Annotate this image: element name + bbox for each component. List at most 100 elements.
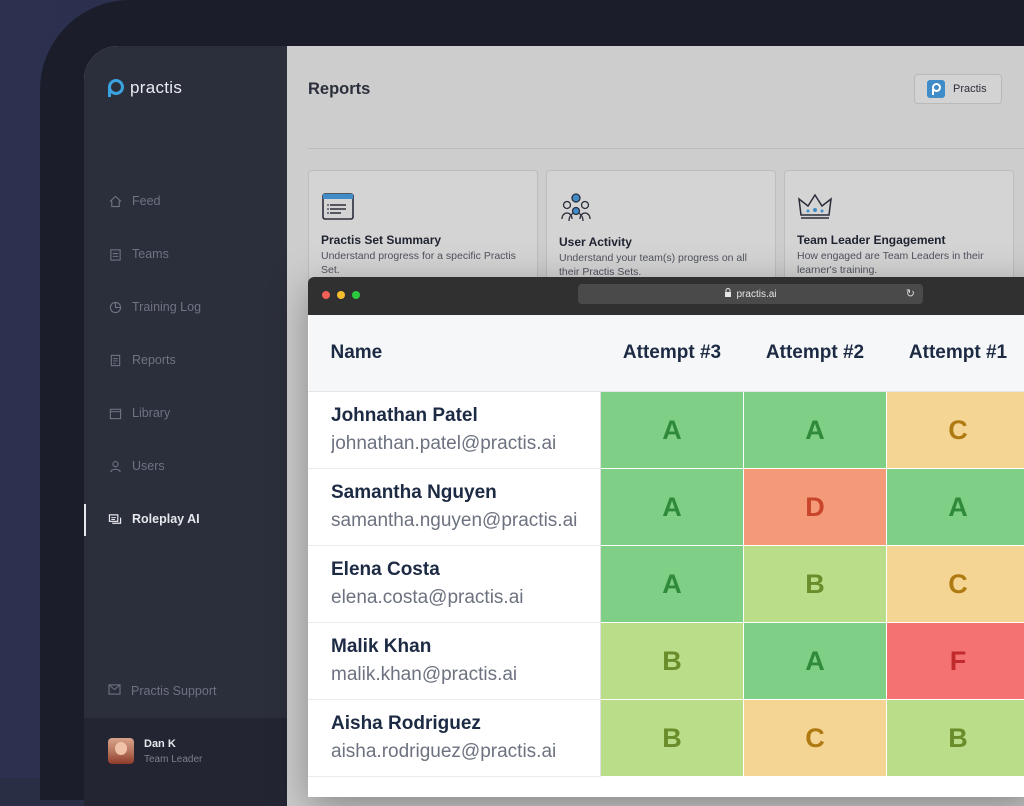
- clipboard-icon: [108, 247, 122, 261]
- table-header-row: Name Attempt #3 Attempt #2 Attempt #1: [309, 315, 1024, 392]
- sidebar-item-users[interactable]: Users: [108, 459, 165, 473]
- report-card-set-summary[interactable]: Practis Set Summary Understand progress …: [308, 170, 538, 290]
- grade-cell[interactable]: A: [744, 392, 887, 469]
- url-text: practis.ai: [736, 289, 776, 300]
- sidebar-item-label: Feed: [132, 194, 161, 208]
- grade-cell[interactable]: A: [601, 546, 744, 623]
- grade-cell[interactable]: C: [887, 392, 1024, 469]
- table-row[interactable]: Elena Costa elena.costa@practis.ai A B C: [309, 546, 1024, 623]
- user-role: Team Leader: [144, 754, 202, 765]
- report-card-user-activity[interactable]: User Activity Understand your team(s) pr…: [546, 170, 776, 290]
- sidebar-item-library[interactable]: Library: [108, 406, 170, 420]
- support-label: Practis Support: [131, 684, 216, 698]
- summary-report-icon: [321, 191, 355, 221]
- maximize-dot-icon[interactable]: [352, 291, 360, 299]
- column-header-attempt-3[interactable]: Attempt #3: [601, 315, 744, 392]
- grade-cell[interactable]: B: [887, 700, 1024, 777]
- learner-email: samantha.nguyen@practis.ai: [331, 510, 581, 532]
- sidebar-item-label: Reports: [132, 353, 176, 367]
- grade-cell[interactable]: B: [601, 623, 744, 700]
- minimize-dot-icon[interactable]: [337, 291, 345, 299]
- account-label: Practis: [953, 83, 987, 95]
- name-cell: Johnathan Patel johnathan.patel@practis.…: [309, 392, 601, 469]
- logo-text: practis: [130, 78, 182, 98]
- grade-cell[interactable]: A: [601, 469, 744, 546]
- card-description: Understand progress for a specific Pract…: [321, 249, 525, 277]
- name-cell: Malik Khan malik.khan@practis.ai: [309, 623, 601, 700]
- report-card-team-leader-engagement[interactable]: Team Leader Engagement How engaged are T…: [784, 170, 1014, 290]
- logo[interactable]: practis: [108, 78, 182, 98]
- sidebar-item-label: Roleplay AI: [132, 512, 200, 526]
- grade-cell[interactable]: B: [601, 700, 744, 777]
- grades-table: Name Attempt #3 Attempt #2 Attempt #1 Jo…: [308, 315, 1024, 777]
- grade-cell[interactable]: C: [887, 546, 1024, 623]
- column-header-name[interactable]: Name: [309, 315, 601, 392]
- table-row[interactable]: Malik Khan malik.khan@practis.ai B A F: [309, 623, 1024, 700]
- table-body: Johnathan Patel johnathan.patel@practis.…: [309, 392, 1024, 777]
- account-switch-button[interactable]: Practis: [914, 74, 1002, 104]
- name-cell: Elena Costa elena.costa@practis.ai: [309, 546, 601, 623]
- learner-email: aisha.rodriguez@practis.ai: [331, 741, 581, 763]
- grade-cell[interactable]: A: [887, 469, 1024, 546]
- browser-toolbar: practis.ai ↻: [308, 277, 1024, 315]
- user-name: Dan K: [144, 738, 176, 750]
- table-row[interactable]: Aisha Rodriguez aisha.rodriguez@practis.…: [309, 700, 1024, 777]
- grade-cell[interactable]: A: [744, 623, 887, 700]
- close-dot-icon[interactable]: [322, 291, 330, 299]
- learner-name: Aisha Rodriguez: [331, 713, 600, 735]
- browser-window: practis.ai ↻ Name Attempt #3 Attempt #2 …: [308, 277, 1024, 797]
- sidebar-item-label: Library: [132, 406, 170, 420]
- avatar: [108, 738, 134, 764]
- card-title: User Activity: [559, 235, 763, 249]
- learner-name: Malik Khan: [331, 636, 600, 658]
- practis-logo-icon: [108, 79, 124, 97]
- table-row[interactable]: Samantha Nguyen samantha.nguyen@practis.…: [309, 469, 1024, 546]
- learner-name: Johnathan Patel: [331, 405, 600, 427]
- divider: [308, 148, 1024, 149]
- grade-cell[interactable]: D: [744, 469, 887, 546]
- card-title: Practis Set Summary: [321, 233, 525, 247]
- card-description: Understand your team(s) progress on all …: [559, 251, 763, 279]
- practis-logo-icon: [927, 80, 945, 98]
- pie-icon: [108, 300, 122, 314]
- column-header-attempt-1[interactable]: Attempt #1: [887, 315, 1024, 392]
- crown-icon: [797, 191, 833, 221]
- sidebar-item-label: Training Log: [132, 300, 201, 314]
- reload-icon[interactable]: ↻: [906, 287, 915, 300]
- page-title: Reports: [308, 80, 370, 99]
- practis-support-link[interactable]: Practis Support: [108, 684, 216, 698]
- table-row[interactable]: Johnathan Patel johnathan.patel@practis.…: [309, 392, 1024, 469]
- grade-cell[interactable]: B: [744, 546, 887, 623]
- learner-name: Samantha Nguyen: [331, 482, 600, 504]
- learner-email: johnathan.patel@practis.ai: [331, 433, 581, 455]
- sidebar-item-feed[interactable]: Feed: [108, 194, 161, 208]
- sidebar-item-training-log[interactable]: Training Log: [108, 300, 201, 314]
- library-icon: [108, 406, 122, 420]
- name-cell: Aisha Rodriguez aisha.rodriguez@practis.…: [309, 700, 601, 777]
- report-icon: [108, 353, 122, 367]
- sidebar-item-label: Teams: [132, 247, 169, 261]
- learner-email: elena.costa@practis.ai: [331, 587, 581, 609]
- learner-name: Elena Costa: [331, 559, 600, 581]
- team-activity-icon: [559, 191, 593, 223]
- home-icon: [108, 194, 122, 208]
- sidebar: practis Feed Teams Training Log Reports: [84, 46, 287, 806]
- grade-cell[interactable]: C: [744, 700, 887, 777]
- active-indicator: [84, 504, 86, 536]
- sidebar-item-label: Users: [132, 459, 165, 473]
- column-header-attempt-2[interactable]: Attempt #2: [744, 315, 887, 392]
- sidebar-item-reports[interactable]: Reports: [108, 353, 176, 367]
- lock-icon: [724, 288, 732, 300]
- card-title: Team Leader Engagement: [797, 233, 1001, 247]
- chat-icon: [108, 512, 122, 526]
- user-profile[interactable]: Dan K Team Leader: [84, 718, 287, 806]
- user-icon: [108, 459, 122, 473]
- address-bar[interactable]: practis.ai ↻: [578, 284, 923, 304]
- grade-cell[interactable]: F: [887, 623, 1024, 700]
- sidebar-item-teams[interactable]: Teams: [108, 247, 169, 261]
- grade-cell[interactable]: A: [601, 392, 744, 469]
- name-cell: Samantha Nguyen samantha.nguyen@practis.…: [309, 469, 601, 546]
- sidebar-item-roleplay-ai[interactable]: Roleplay AI: [108, 512, 200, 526]
- learner-email: malik.khan@practis.ai: [331, 664, 581, 686]
- mail-icon: [108, 684, 121, 698]
